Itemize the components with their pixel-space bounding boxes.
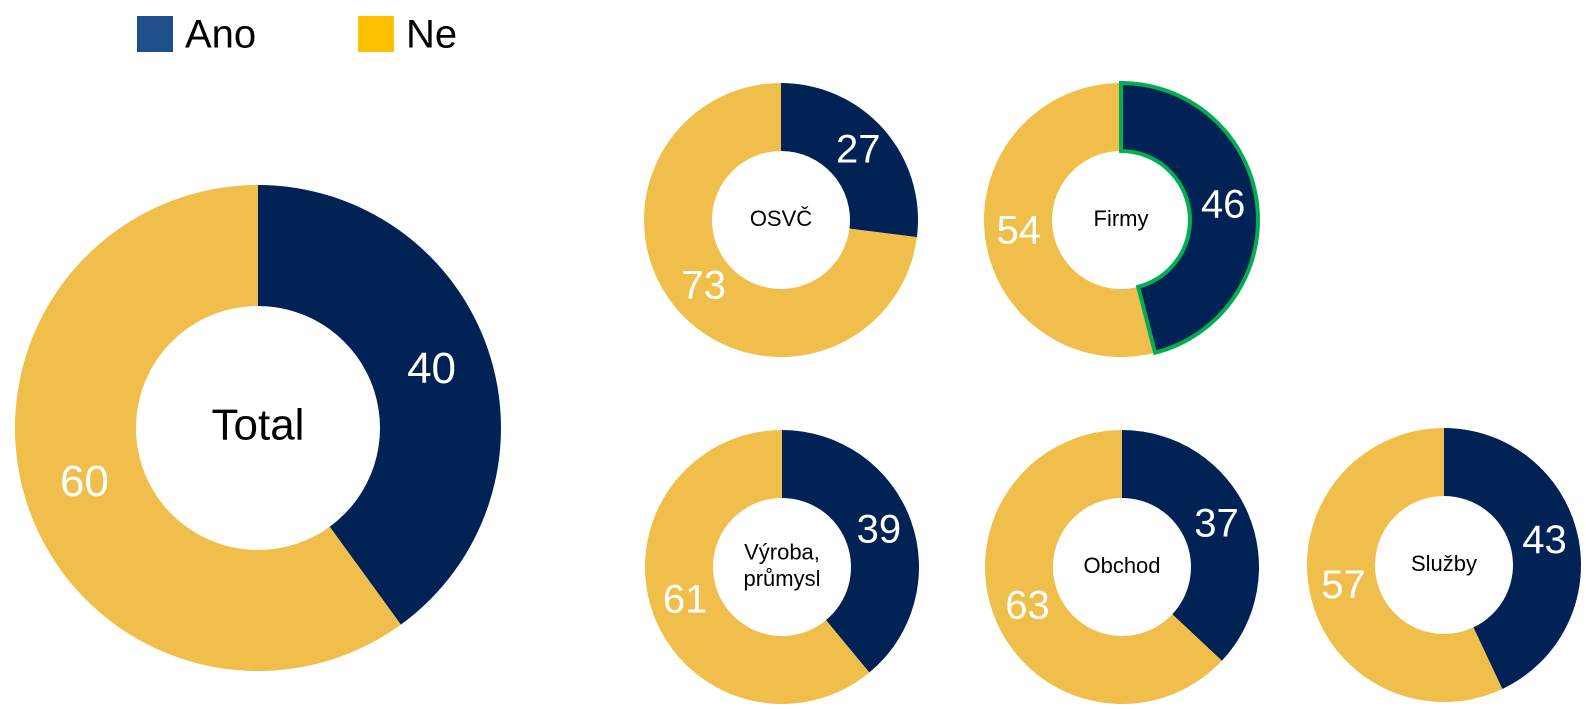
donut-slice (1306, 428, 1503, 703)
legend-label: Ano (185, 13, 256, 57)
center-label: Total (212, 401, 305, 450)
legend-swatch (137, 16, 173, 52)
donut-slice (984, 83, 1156, 357)
donut-slice (644, 83, 917, 357)
value-label: 73 (681, 264, 726, 308)
legend-swatch (358, 16, 394, 52)
value-label: 60 (60, 457, 109, 506)
value-label: 61 (663, 577, 708, 621)
center-label: Výroba, (744, 540, 820, 565)
value-label: 46 (1201, 183, 1246, 227)
center-label: Obchod (1083, 553, 1160, 578)
value-label: 63 (1005, 583, 1050, 627)
donut-slice (984, 430, 1222, 705)
donut-slice (644, 430, 870, 704)
center-label: průmysl (743, 566, 820, 591)
donut-slice (782, 430, 919, 673)
donut-slice (1122, 430, 1259, 661)
center-label: OSVČ (750, 206, 812, 231)
donut-slice (14, 184, 401, 671)
donut-slice (781, 83, 918, 238)
donut-slice (1444, 428, 1581, 689)
slice-highlight (1119, 80, 1260, 356)
value-label: 37 (1194, 502, 1239, 546)
value-label: 39 (857, 508, 902, 552)
value-label: 27 (836, 127, 881, 171)
center-label: Služby (1411, 551, 1477, 576)
legend-label: Ne (406, 13, 457, 57)
center-label: Firmy (1094, 206, 1149, 231)
donut-slice (1121, 83, 1258, 353)
value-label: 57 (1321, 563, 1366, 607)
value-label: 54 (997, 208, 1042, 252)
donut-slice (258, 185, 501, 625)
value-label: 43 (1522, 518, 1567, 562)
value-label: 40 (407, 344, 456, 393)
